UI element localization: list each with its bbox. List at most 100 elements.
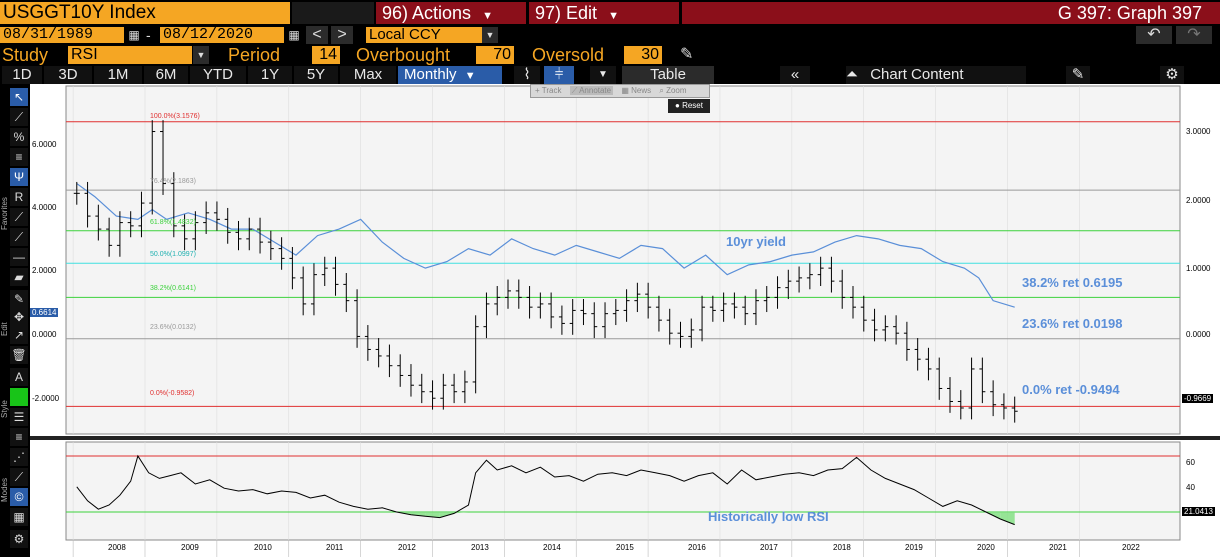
main-plot-area <box>65 85 1181 435</box>
calendar-icon[interactable]: ▦ <box>288 28 300 42</box>
period-field[interactable]: 14 <box>312 46 340 64</box>
end-date-field[interactable]: 08/12/2020 <box>160 27 284 43</box>
oversold-fill <box>410 512 426 517</box>
left-axis-tick: 4.0000 <box>32 203 57 212</box>
fib-label-76: 76.4%(2.1863) <box>150 178 196 185</box>
pitchfork-icon[interactable]: Ψ <box>10 168 28 186</box>
edit-num: 97) <box>535 3 562 23</box>
period-1m-button[interactable]: 1M <box>94 66 142 84</box>
brush-icon[interactable]: ⟋ <box>10 208 28 226</box>
bloomberg-icon[interactable]: © <box>10 488 28 506</box>
period-5y-button[interactable]: 5Y <box>294 66 338 84</box>
news-tool[interactable]: ▦ News <box>621 86 652 95</box>
period-ytd-button[interactable]: YTD <box>190 66 246 84</box>
line-style-icon[interactable]: ☰ <box>10 408 28 426</box>
table-button[interactable]: Table <box>622 66 714 84</box>
redo-icon: ↷ <box>1187 26 1201 43</box>
period-6m-button[interactable]: 6M <box>144 66 188 84</box>
pencil-icon[interactable]: ✎ <box>680 46 694 63</box>
study-select[interactable]: RSI <box>68 46 192 64</box>
channel-icon[interactable]: ▰ <box>10 268 28 286</box>
period-max-button[interactable]: Max <box>340 66 396 84</box>
oversold-fill <box>454 512 469 514</box>
cursor-icon[interactable]: ↖ <box>10 88 28 106</box>
calendar-icon[interactable]: ▦ <box>128 28 140 42</box>
undo-icon: ↶ <box>1147 26 1161 43</box>
left-axis-tick: 2.0000 <box>32 266 57 275</box>
reset-button[interactable]: ● Reset <box>668 99 710 113</box>
chevron-down-icon[interactable]: ▼ <box>482 27 498 43</box>
frequency-select[interactable]: Monthly ▼ <box>398 66 502 84</box>
rsi-axis-tick: 40 <box>1186 483 1195 492</box>
overbought-field[interactable]: 70 <box>476 46 514 64</box>
fibonacci-icon[interactable]: ≡ <box>10 148 28 166</box>
palette-icon[interactable]: ▦ <box>10 508 28 526</box>
chart-icon: ⏶ <box>846 66 859 83</box>
period-1d-button[interactable]: 1D <box>2 66 42 84</box>
right-axis-tick: 1.0000 <box>1186 264 1211 273</box>
annotation-low-rsi[interactable]: Historically low RSI <box>708 509 829 524</box>
oversold-field[interactable]: 30 <box>624 46 662 64</box>
x-axis-label: 2017 <box>760 543 778 552</box>
settings-icon[interactable]: ⚙ <box>10 530 28 548</box>
chart-content-button[interactable]: ⏶ Chart Content <box>846 66 1026 84</box>
right-axis-tick: 0.0000 <box>1186 330 1211 339</box>
r-tool-icon[interactable]: R <box>10 188 28 206</box>
pointer-icon[interactable]: ↗ <box>10 326 28 344</box>
track-tool[interactable]: + Track <box>535 86 562 95</box>
x-axis-label: 2011 <box>326 543 344 552</box>
annotation-10yr-yield[interactable]: 10yr yield <box>726 234 786 249</box>
left-axis-tick: 6.0000 <box>32 140 57 149</box>
ticker-field[interactable]: USGGT10Y Index <box>0 2 290 24</box>
redo-button[interactable]: ↷ <box>1176 26 1212 44</box>
x-axis-label: 2018 <box>833 543 851 552</box>
period-label: Period <box>228 45 281 65</box>
trash-icon[interactable]: 🗑 <box>10 346 28 364</box>
chevron-down-icon[interactable]: ▼ <box>590 66 616 84</box>
prev-period-button[interactable]: < <box>306 26 328 44</box>
current-left-value-badge: 0.6614 <box>30 308 59 317</box>
actions-menu[interactable]: 96) Actions ▼ <box>376 2 526 24</box>
chart-content-label: Chart Content <box>870 66 964 83</box>
right-axis-tick: 3.0000 <box>1186 127 1211 136</box>
annotation-0-ret[interactable]: 0.0% ret -0.9494 <box>1022 382 1120 397</box>
pen-icon[interactable]: ✎ <box>10 290 28 308</box>
ticker-field-spacer <box>292 2 374 24</box>
period-1y-button[interactable]: 1Y <box>248 66 292 84</box>
undo-button[interactable]: ↶ <box>1136 26 1172 44</box>
graph-title: G 397: Graph 397 <box>1057 3 1202 23</box>
draw-line-icon[interactable]: ⟋ <box>10 108 28 126</box>
move-icon[interactable]: ✥ <box>10 308 28 326</box>
period-3d-button[interactable]: 3D <box>44 66 92 84</box>
annotation-23-ret[interactable]: 23.6% ret 0.0198 <box>1022 316 1123 331</box>
annotation-38-ret[interactable]: 38.2% ret 0.6195 <box>1022 275 1123 290</box>
line-chart-icon[interactable]: ⌇ <box>514 66 540 84</box>
zoom-tool[interactable]: ⌕ Zoom <box>659 86 687 95</box>
x-axis-label: 2015 <box>616 543 634 552</box>
crosshair-icon[interactable]: ⋰ <box>10 448 28 466</box>
line-weight-icon[interactable]: ≡ <box>10 428 28 446</box>
next-period-button[interactable]: > <box>331 26 353 44</box>
currency-select[interactable]: Local CCY <box>366 27 482 43</box>
collapse-left-icon[interactable]: « <box>780 66 810 84</box>
oversold-label: Oversold <box>532 45 605 65</box>
start-date-field[interactable]: 08/31/1989 <box>0 27 124 43</box>
chevron-down-icon[interactable]: ▼ <box>193 46 209 64</box>
gear-icon[interactable]: ⚙ <box>1160 66 1184 84</box>
current-right-value-badge: -0.9669 <box>1182 394 1214 403</box>
measure-icon[interactable]: ⟋ <box>10 468 28 486</box>
percent-tool-icon[interactable]: % <box>10 128 28 146</box>
edit-menu[interactable]: 97) Edit ▼ <box>529 2 679 24</box>
trendline-icon[interactable]: ⟋ <box>10 228 28 246</box>
bar-chart-icon[interactable]: ⫩ <box>544 66 574 84</box>
font-icon[interactable]: A <box>10 368 28 386</box>
color-swatch-icon[interactable] <box>10 388 28 406</box>
horizontal-line-icon[interactable]: — <box>10 248 28 266</box>
current-rsi-value-badge: 21.0413 <box>1182 507 1215 516</box>
chevron-down-icon: ▼ <box>608 10 619 22</box>
date-separator: - <box>146 27 151 43</box>
study-label: Study <box>2 45 49 65</box>
annotate-tool[interactable]: ⟋ Annotate <box>569 86 614 95</box>
edit-chart-icon[interactable]: ✎ <box>1066 66 1090 84</box>
